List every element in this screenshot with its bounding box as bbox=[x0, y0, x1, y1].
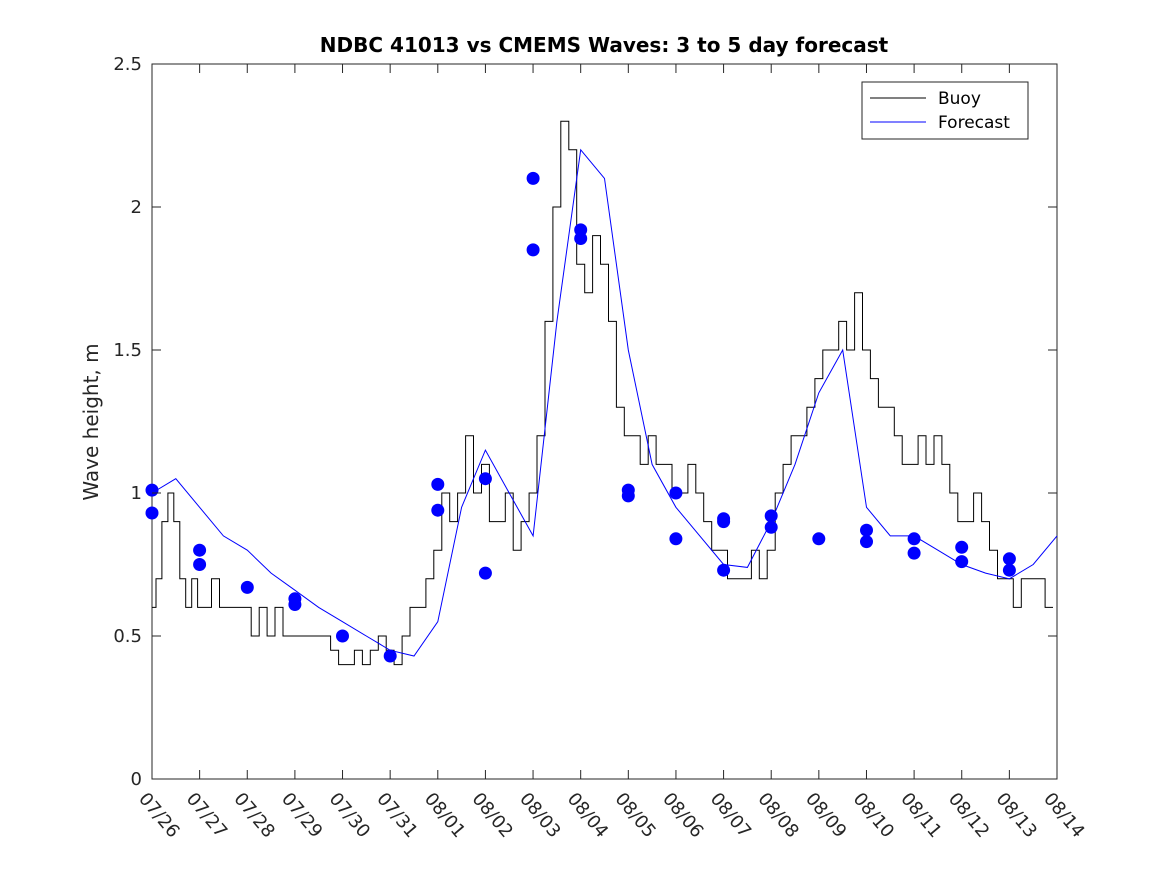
forecast-marker bbox=[336, 629, 349, 643]
forecast-marker bbox=[193, 558, 207, 571]
forecast-marker bbox=[717, 515, 731, 529]
forecast-marker bbox=[717, 563, 731, 577]
forecast-marker bbox=[431, 477, 445, 491]
y-tick-label: 0.5 bbox=[113, 626, 142, 647]
chart-title: NDBC 41013 vs CMEMS Waves: 3 to 5 day fo… bbox=[320, 33, 889, 57]
forecast-marker bbox=[145, 506, 159, 520]
forecast-marker bbox=[907, 532, 921, 546]
forecast-marker bbox=[1002, 563, 1016, 577]
forecast-marker-layer bbox=[145, 171, 1016, 663]
forecast-marker bbox=[955, 540, 969, 554]
forecast-marker bbox=[240, 580, 254, 594]
y-tick-label: 2.5 bbox=[113, 54, 142, 75]
y-axis: 0 0.5 1 1.5 2 2.5 bbox=[113, 54, 1057, 790]
forecast-marker bbox=[860, 535, 873, 549]
forecast-marker bbox=[288, 598, 302, 611]
legend-label-forecast: Forecast bbox=[938, 113, 1010, 133]
y-tick-label: 1 bbox=[131, 483, 142, 504]
forecast-marker bbox=[526, 171, 540, 185]
buoy-series-layer bbox=[152, 120, 1053, 666]
legend-box bbox=[861, 81, 1029, 140]
forecast-marker bbox=[383, 649, 397, 663]
forecast-marker bbox=[574, 232, 588, 245]
legend: Buoy Forecast bbox=[861, 81, 1029, 140]
forecast-marker bbox=[669, 532, 683, 546]
forecast-marker bbox=[621, 489, 635, 503]
forecast-marker bbox=[193, 543, 207, 557]
forecast-marker bbox=[955, 555, 969, 569]
plot-area bbox=[151, 63, 1058, 780]
forecast-marker bbox=[860, 523, 873, 537]
forecast-line bbox=[151, 148, 1058, 657]
buoy-line bbox=[152, 120, 1053, 666]
y-axis-label: Wave height, m bbox=[79, 343, 103, 500]
forecast-marker bbox=[526, 243, 540, 257]
legend-label-buoy: Buoy bbox=[938, 89, 981, 109]
y-tick-label: 2 bbox=[131, 197, 142, 218]
forecast-marker bbox=[907, 546, 921, 560]
y-tick-label: 1.5 bbox=[113, 340, 142, 361]
forecast-marker bbox=[764, 509, 778, 523]
forecast-marker bbox=[478, 472, 492, 486]
forecast-marker bbox=[669, 486, 683, 500]
forecast-marker bbox=[478, 566, 492, 580]
forecast-series-layer bbox=[151, 148, 1058, 657]
forecast-marker bbox=[764, 520, 778, 534]
forecast-marker bbox=[1002, 552, 1016, 566]
y-tick-label: 0 bbox=[131, 769, 142, 790]
forecast-marker bbox=[812, 532, 826, 546]
forecast-marker bbox=[431, 503, 445, 517]
forecast-marker bbox=[145, 483, 159, 497]
